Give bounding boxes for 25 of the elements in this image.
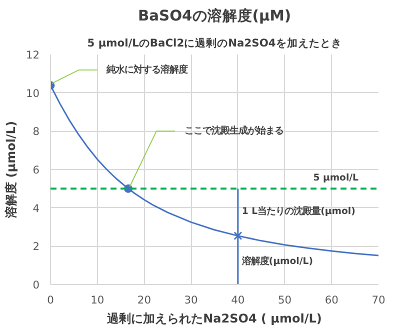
x-tick-label: 60 [324,294,339,306]
x-axis-title: 過剰に加えられたNa2SO4 ( μmol/L) [106,312,322,326]
y-tick-label: 6 [32,164,40,176]
annotation: 溶解度(μmol/L) [240,256,314,267]
x-tick-label: 10 [90,294,104,306]
x-tick-label: 20 [137,294,152,306]
ref-line-label: 5 μmol/L [313,172,359,184]
y-tick-label: 4 [32,202,40,215]
point [234,232,242,240]
x-tick-label: 50 [278,294,292,306]
x-tick-label: 30 [184,294,198,306]
y-tick-label: 8 [32,125,40,138]
y-axis-title: 溶解度 (μmol/L) [4,121,18,219]
annotation: ここで沈殿生成が始まる [184,126,284,137]
chart-subtitle: 5 μmol/LのBaCl2に過剰のNa2SO4を加えたとき [87,36,342,50]
y-tick-label: 12 [26,48,40,62]
x-tick-label: 70 [372,294,386,306]
annotation: 1 L当たりの沈殿量(μmol) [242,206,356,218]
annotation: 純水に対する溶解度 [106,64,188,76]
y-tick-label: 0 [32,278,40,292]
x-tick-label: 0 [47,294,54,306]
y-tick-label: 2 [32,240,40,254]
chart-title: BaSO4の溶解度(μM) [138,6,292,24]
y-tick-label: 10 [26,86,40,100]
x-tick-label: 40 [231,294,245,306]
